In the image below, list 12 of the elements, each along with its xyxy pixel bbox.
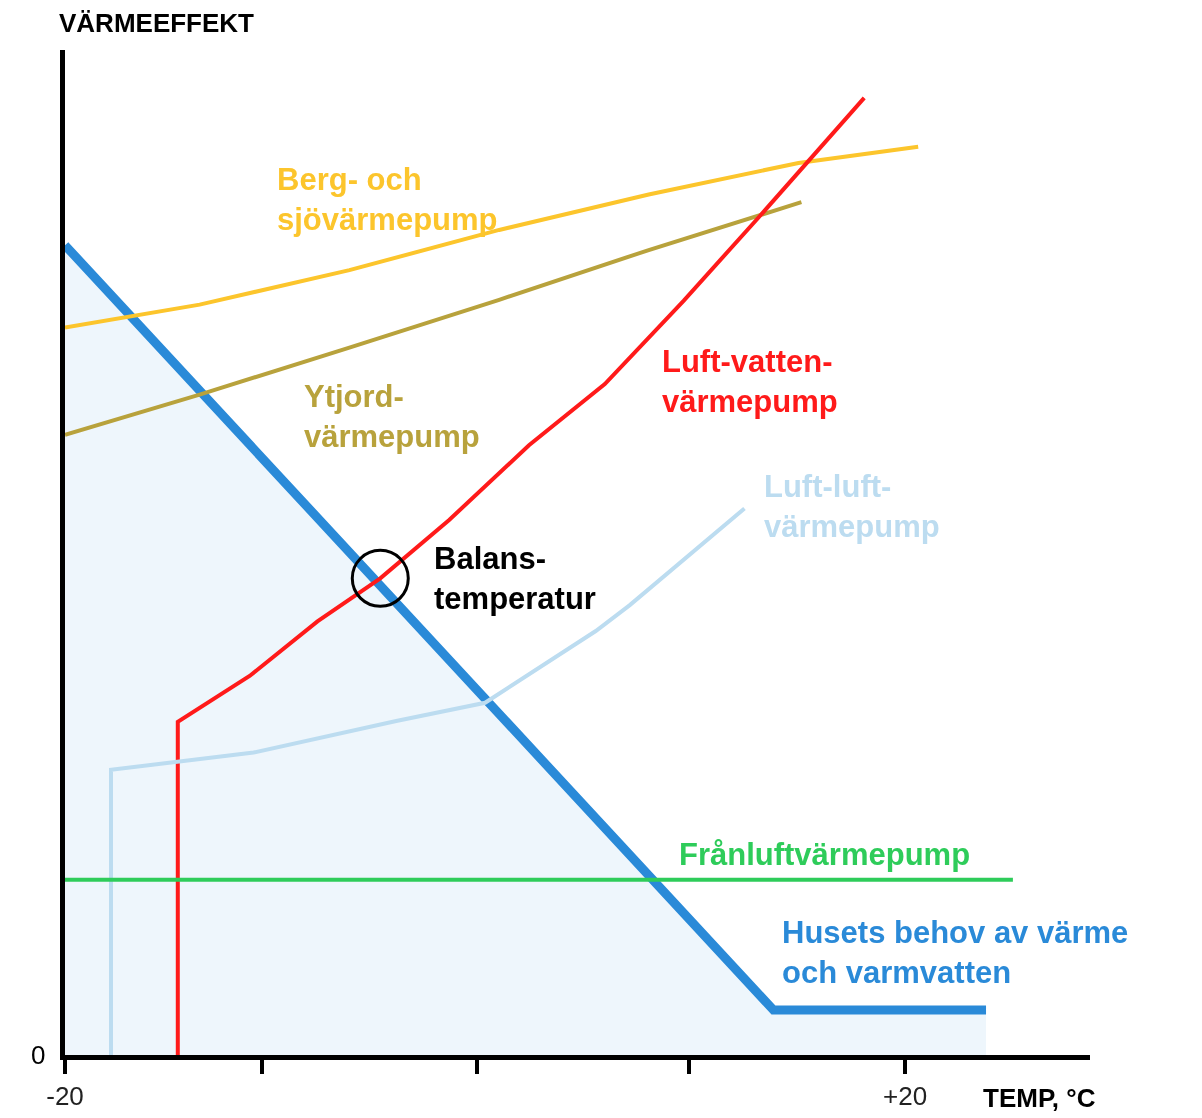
series-label: Luft-luft- värmepump xyxy=(764,469,940,545)
series-label: Frånluftvärmepump xyxy=(679,837,971,872)
x-tick-label: +20 xyxy=(883,1081,928,1112)
series-label: Ytjord- värmepump xyxy=(304,379,480,455)
series-label: Husets behov av värme och varmvatten xyxy=(782,915,1129,991)
y-axis-title: VÄRMEEFFEKT xyxy=(59,8,255,38)
annotation: Balans- temperatur xyxy=(434,541,596,617)
series-label: Berg- och sjövärmepump xyxy=(277,162,498,238)
text: 0 xyxy=(31,1040,46,1070)
x-tick-label: -20 xyxy=(46,1081,84,1112)
x-axis-title: TEMP, °C xyxy=(983,1083,1096,1113)
series-label: Luft-vatten- värmepump xyxy=(662,344,838,420)
